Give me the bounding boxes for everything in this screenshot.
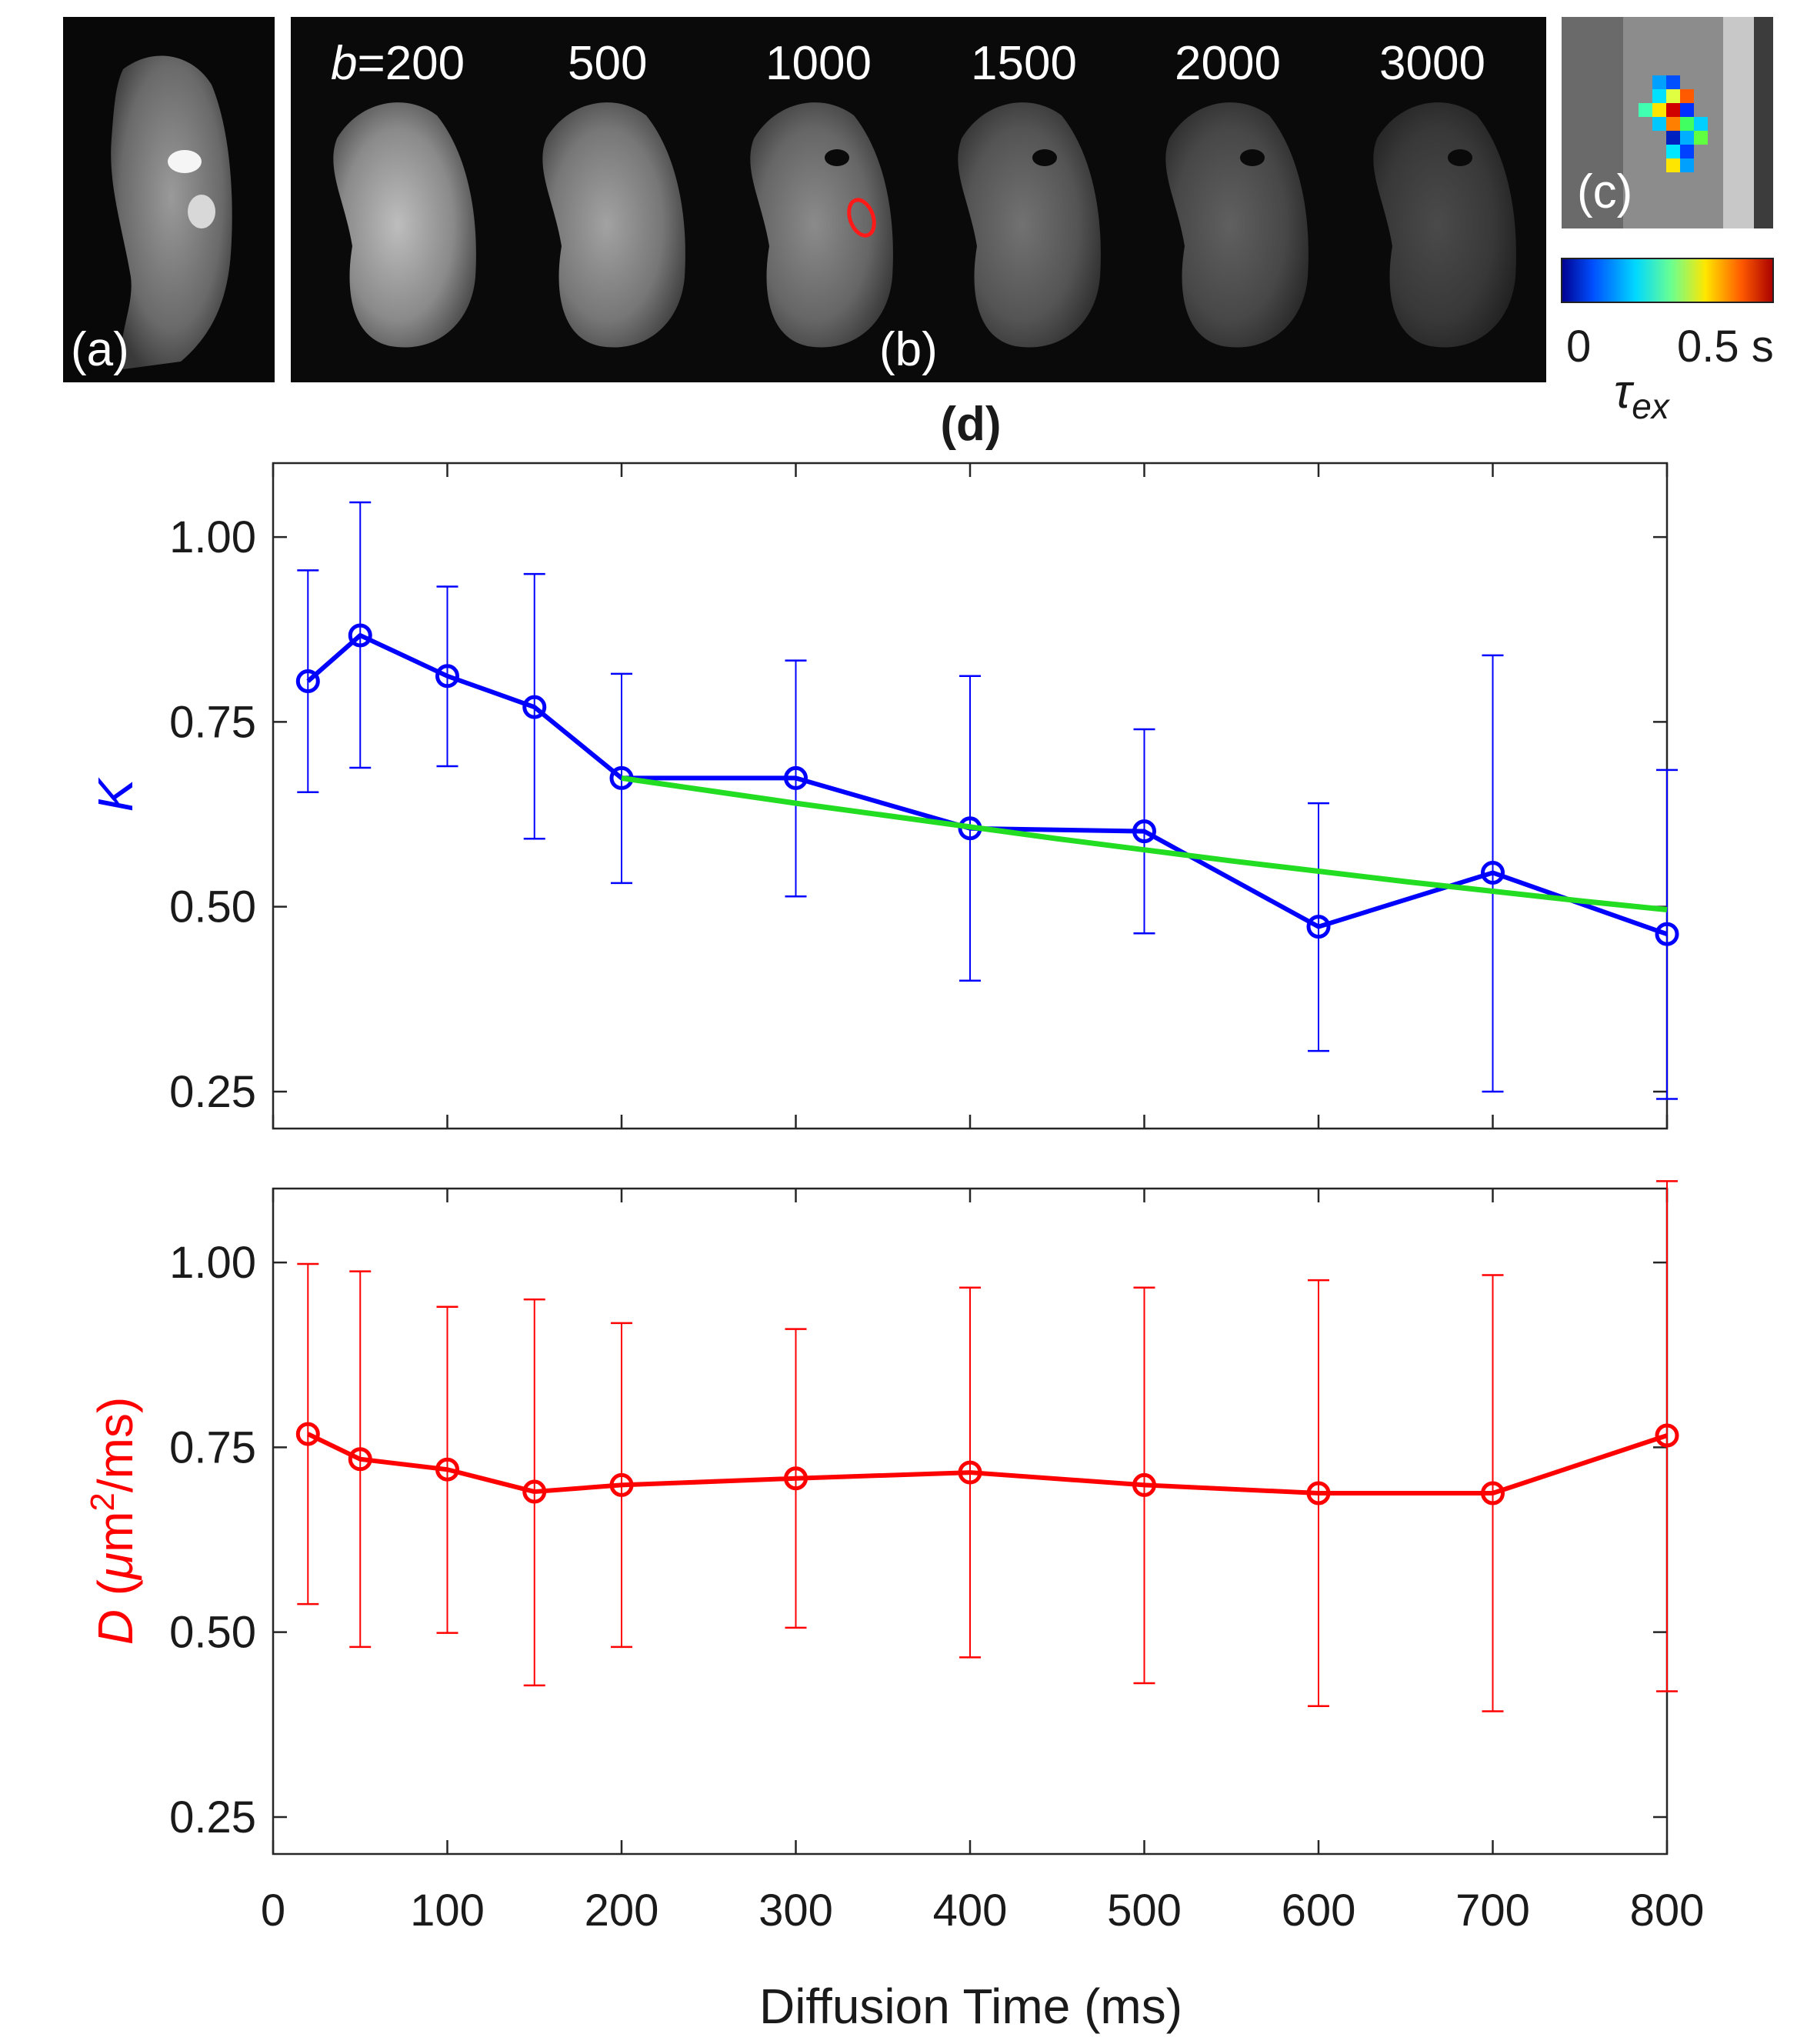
y-tick-label: 0.75 xyxy=(169,1422,256,1472)
data-point xyxy=(1655,922,1679,946)
series-line-D xyxy=(306,1432,1668,1495)
data-point xyxy=(522,695,547,719)
b-value-label: 500 xyxy=(568,37,647,90)
x-tick-label: 600 xyxy=(1282,1886,1356,1936)
data-point xyxy=(1481,860,1505,885)
x-tick-label: 500 xyxy=(1107,1886,1182,1936)
data-point xyxy=(522,1479,547,1504)
error-bar xyxy=(1656,769,1678,1100)
dwi-frame xyxy=(333,102,476,348)
bright-spot xyxy=(188,195,215,228)
dwi-frame xyxy=(1373,102,1516,348)
data-point xyxy=(1132,819,1156,844)
data-point xyxy=(348,623,372,648)
y-tick-label: 0.25 xyxy=(169,1067,256,1117)
x-tick-label: 800 xyxy=(1630,1886,1705,1936)
y-tick-label: 0.50 xyxy=(169,882,256,932)
y-tick-label: 0.50 xyxy=(169,1608,256,1658)
fit-line xyxy=(621,775,1668,912)
tex-map xyxy=(1639,75,1708,172)
data-point xyxy=(295,1422,320,1446)
x-tick-label: 400 xyxy=(933,1886,1008,1936)
k-y-ticks: 0.25 0.50 0.75 1.00 xyxy=(169,463,1669,1129)
panel-c: (c) 0 0.5 s τex xyxy=(1561,17,1774,426)
data-point xyxy=(1655,1423,1679,1448)
data-point xyxy=(1306,1481,1331,1505)
x-ticks: 0 100 200 300 400 500 600 700 800 xyxy=(261,1886,1705,1936)
b-value-label: 3000 xyxy=(1379,37,1485,90)
data-point xyxy=(609,1472,634,1497)
panel-a: (a) xyxy=(63,17,275,382)
b-value-label: 2000 xyxy=(1175,37,1281,90)
d-y-axis-label: D (μm2/ms) xyxy=(84,1397,143,1646)
colorbar xyxy=(1561,258,1774,303)
y-tick-label: 0.25 xyxy=(169,1792,256,1842)
x-axis-label: Diffusion Time (ms) xyxy=(759,1979,1182,2034)
series-line-K xyxy=(306,632,1668,937)
b-value-label: 1000 xyxy=(765,37,872,90)
colorbar-max-label: 0.5 s xyxy=(1677,322,1774,372)
bright-spot xyxy=(168,150,202,173)
data-point xyxy=(435,1457,459,1482)
data-point xyxy=(784,1466,808,1491)
dwi-frame xyxy=(958,102,1101,348)
panel-c-label: (c) xyxy=(1577,165,1632,218)
panel-a-label: (a) xyxy=(71,323,129,376)
data-point xyxy=(295,669,320,694)
y-tick-label: 1.00 xyxy=(169,512,256,562)
data-point xyxy=(1132,1472,1156,1497)
panel-b-label: (b) xyxy=(879,323,938,376)
x-tick-label: 300 xyxy=(758,1886,833,1936)
y-tick-label: 0.75 xyxy=(169,697,256,747)
colorbar-title: τex xyxy=(1614,365,1671,426)
tissue-image-a xyxy=(111,55,232,369)
roi-outline xyxy=(847,198,876,238)
data-point xyxy=(1306,915,1331,939)
y-tick-label: 1.00 xyxy=(169,1238,256,1288)
dwi-frame xyxy=(750,102,893,348)
k-y-axis-label: K xyxy=(88,776,143,812)
data-point xyxy=(1481,1481,1505,1505)
d-series xyxy=(295,1180,1679,1712)
data-point xyxy=(784,765,808,790)
k-series xyxy=(295,501,1679,1100)
d-y-ticks: 0.25 0.50 0.75 1.00 xyxy=(169,1189,1669,1854)
b-value-label: 1500 xyxy=(971,37,1077,90)
panel-b: b=200 500 1000 1500 2000 3000 (b) xyxy=(291,17,1546,382)
data-point xyxy=(958,1460,982,1485)
data-point xyxy=(435,664,459,689)
chart-title: (d) xyxy=(940,398,1001,451)
dwi-frame xyxy=(542,102,685,348)
data-point xyxy=(348,1447,372,1472)
x-tick-label: 0 xyxy=(261,1886,285,1936)
x-tick-label: 200 xyxy=(585,1886,659,1936)
dwi-frame xyxy=(1165,102,1309,348)
b-value-label: b=200 xyxy=(331,37,465,90)
colorbar-min-label: 0 xyxy=(1566,322,1591,372)
x-tick-label: 100 xyxy=(410,1886,485,1936)
x-tick-label: 700 xyxy=(1455,1886,1530,1936)
